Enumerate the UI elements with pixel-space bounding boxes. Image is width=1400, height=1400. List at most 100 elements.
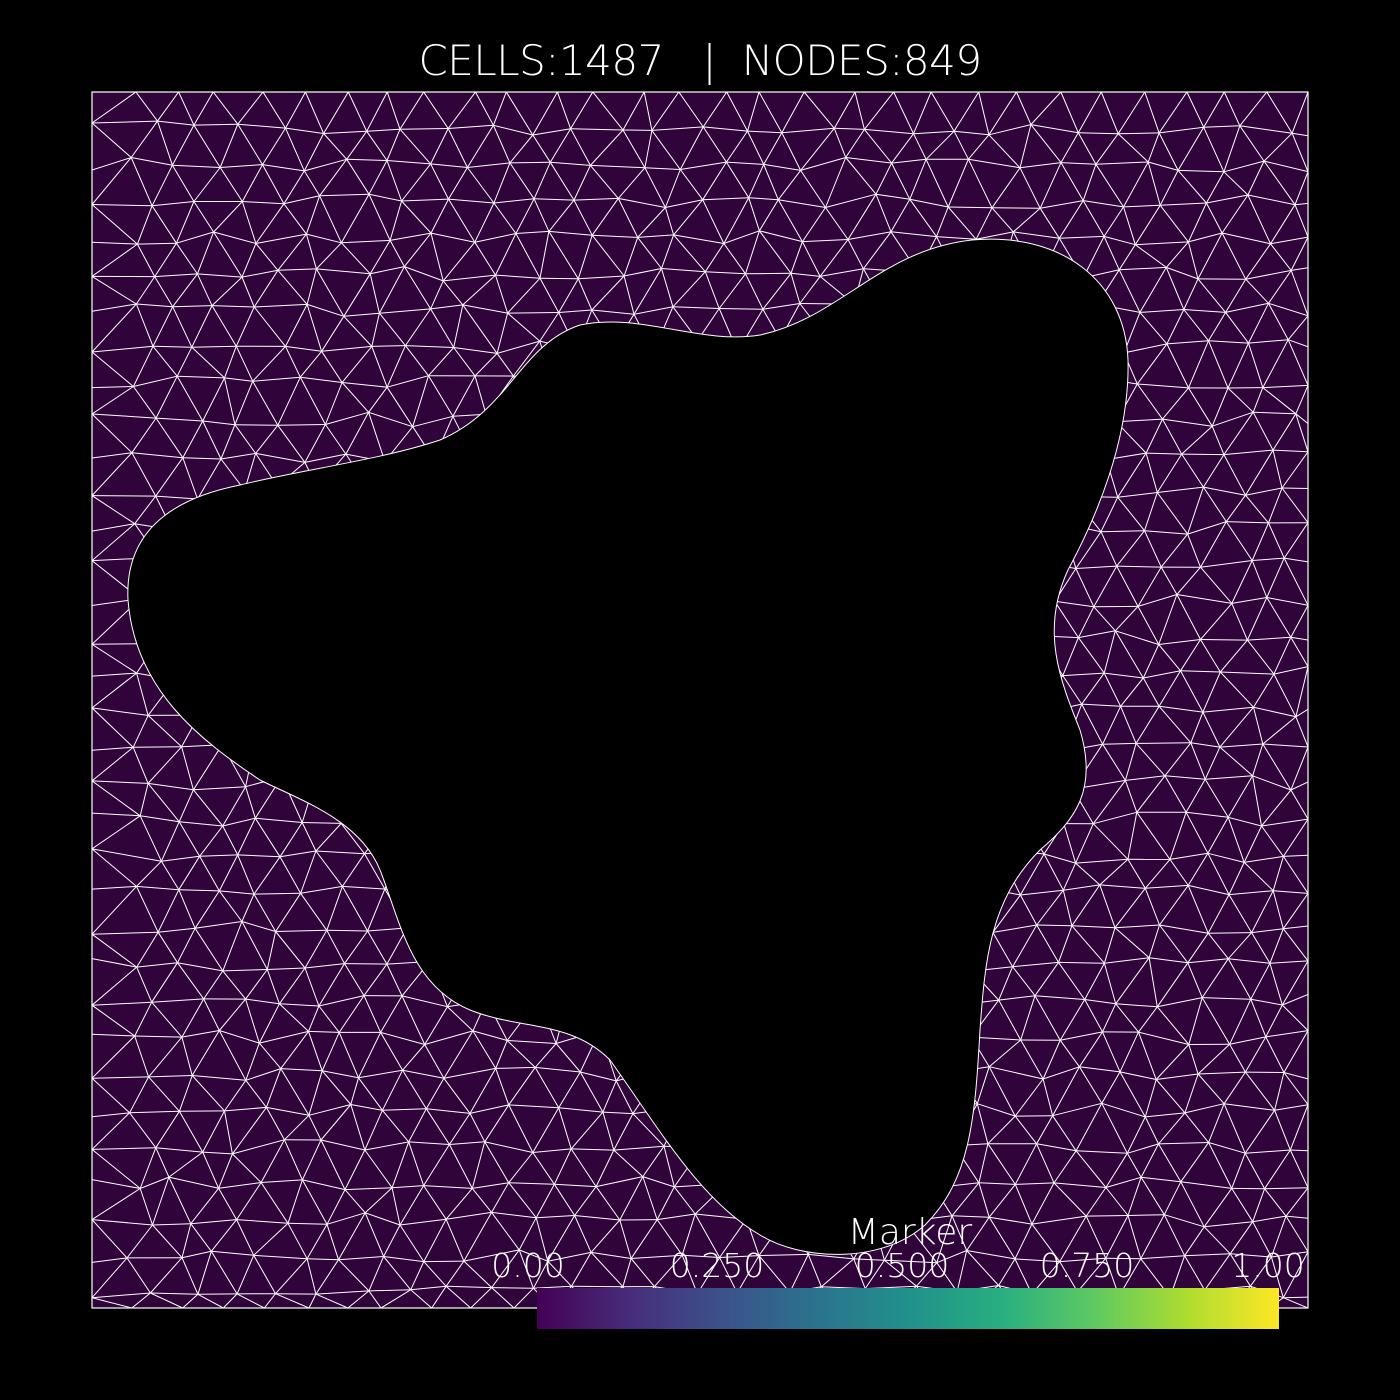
mesh-edge — [130, 157, 153, 206]
mesh-edge — [1158, 670, 1181, 707]
mesh-edge — [255, 233, 307, 244]
mesh-edge — [1223, 449, 1274, 456]
mesh-edge — [181, 1223, 192, 1258]
mesh-edge — [245, 1079, 267, 1108]
mesh-edge — [493, 198, 535, 204]
mesh-edge — [404, 266, 444, 282]
mesh-edge — [303, 133, 325, 172]
mesh-edge — [275, 929, 327, 932]
mesh-edge — [132, 747, 149, 784]
mesh-edge — [92, 241, 138, 245]
mesh-edge — [171, 124, 195, 166]
mesh-edge — [988, 1184, 1016, 1218]
mesh-edge — [371, 313, 380, 347]
mesh-edge — [463, 1260, 493, 1288]
mesh-edge — [266, 1106, 309, 1116]
mesh-edge — [532, 92, 558, 136]
mesh-edge — [324, 424, 347, 455]
mesh-edge — [1144, 530, 1188, 535]
mesh-edge — [539, 312, 560, 342]
mesh-edge — [92, 345, 154, 353]
mesh-edge — [474, 233, 517, 243]
mesh-edge — [190, 1187, 219, 1225]
mesh-edge — [1252, 775, 1292, 791]
mesh-edge — [484, 1141, 533, 1153]
mesh-edge — [590, 1219, 621, 1253]
mesh-edge — [1127, 812, 1138, 860]
mesh-edge — [326, 1189, 346, 1225]
mesh-edge — [532, 134, 551, 163]
mesh-edge — [1228, 816, 1262, 827]
mesh-edge — [1076, 1150, 1128, 1154]
mesh-edge — [1227, 958, 1252, 1000]
mesh-edge — [148, 782, 194, 791]
mesh-edge — [181, 1250, 212, 1259]
mesh-edge — [1101, 1103, 1128, 1154]
mesh-edge — [1205, 202, 1223, 234]
mesh-edge — [283, 170, 305, 205]
mesh-edge — [1202, 997, 1251, 1000]
mesh-edge — [555, 1043, 581, 1073]
mesh-edge — [1075, 862, 1101, 886]
mesh-edge — [704, 271, 720, 309]
mesh-edge — [190, 1223, 212, 1252]
mesh-edge — [92, 780, 149, 784]
mesh-edge — [405, 345, 429, 377]
mesh-edge — [1104, 672, 1144, 679]
mesh-edge — [378, 266, 405, 314]
mesh-edge — [1126, 1116, 1146, 1154]
mesh-edge — [1119, 1031, 1139, 1073]
mesh-edge — [285, 346, 301, 378]
mesh-edge — [92, 1257, 128, 1299]
mesh-edge — [338, 1032, 359, 1078]
mesh-edge — [234, 424, 278, 426]
mesh-edge — [975, 207, 993, 240]
mesh-edge — [1062, 675, 1083, 705]
mesh-edge — [1187, 885, 1209, 934]
mesh-edge — [299, 376, 326, 425]
mesh-edge — [1105, 1153, 1128, 1188]
mesh-edge — [1266, 92, 1293, 134]
mesh-edge — [495, 274, 541, 279]
mesh-edge — [92, 707, 134, 748]
mesh-edge — [224, 1106, 267, 1112]
mesh-edge — [236, 1293, 265, 1308]
mesh-edge — [1043, 853, 1076, 864]
mesh-edge — [1283, 1072, 1308, 1105]
mesh-edge — [181, 746, 194, 790]
mesh-edge — [469, 1113, 486, 1143]
mesh-edge — [1118, 132, 1160, 135]
mesh-edge — [991, 167, 1021, 209]
mesh-edge — [591, 234, 625, 277]
mesh-edge — [1062, 637, 1079, 676]
mesh-edge — [1138, 1031, 1189, 1045]
mesh-edge — [326, 1212, 366, 1225]
mesh-edge — [570, 128, 624, 131]
mesh-edge — [263, 1293, 276, 1308]
mesh-edge — [343, 273, 371, 317]
mesh-edge — [1288, 339, 1308, 348]
mesh-edge — [1289, 1149, 1308, 1189]
mesh-edge — [548, 231, 579, 280]
mesh-edge — [323, 92, 349, 134]
mesh-edge — [679, 169, 704, 200]
mesh-edge — [350, 1077, 359, 1105]
mesh-edge — [1285, 1215, 1308, 1219]
mesh-edge — [845, 157, 892, 164]
mesh-edge — [704, 243, 725, 272]
mesh-edge — [1014, 1184, 1033, 1225]
mesh-edge — [430, 280, 444, 310]
mesh-edge — [92, 1004, 135, 1037]
mesh-edge — [1085, 1187, 1107, 1217]
mesh-edge — [1247, 194, 1296, 206]
mesh-edge — [338, 1259, 370, 1292]
mesh-edge — [1166, 340, 1209, 345]
mesh-edge — [1282, 1251, 1308, 1298]
mesh-edge — [493, 202, 517, 234]
mesh-edge — [1100, 92, 1119, 134]
mesh-edge — [326, 886, 343, 931]
mesh-edge — [224, 377, 253, 382]
mesh-edge — [998, 1258, 1016, 1286]
mesh-edge — [1274, 1110, 1291, 1151]
mesh-edge — [1266, 557, 1285, 598]
